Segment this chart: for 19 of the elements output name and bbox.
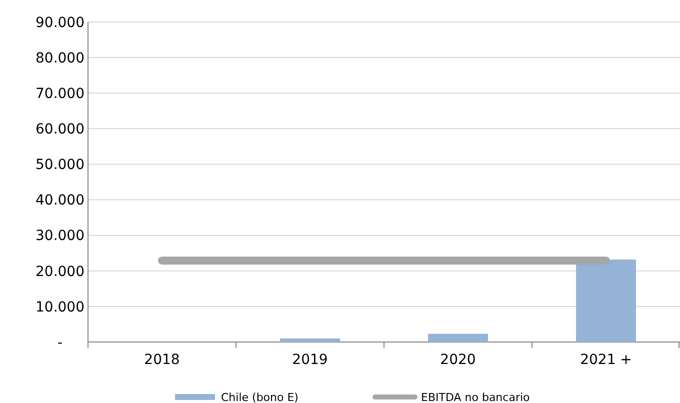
x-tick-label: 2021 + bbox=[580, 352, 632, 368]
legend-label: Chile (bono E) bbox=[221, 390, 298, 403]
legend-label: EBITDA no bancario bbox=[421, 390, 530, 403]
y-tick-label: 90.000 bbox=[36, 14, 84, 31]
y-tick-label: 20.000 bbox=[36, 264, 84, 280]
y-tick-label: 70.000 bbox=[36, 86, 84, 102]
x-tick-label: 2018 bbox=[144, 352, 180, 368]
bar bbox=[428, 334, 488, 342]
y-tick-label: 10.000 bbox=[36, 299, 84, 316]
x-tick-label: 2019 bbox=[292, 352, 328, 368]
y-tick-label: 50.000 bbox=[36, 157, 84, 174]
y-tick-label: - bbox=[57, 334, 63, 351]
bar bbox=[280, 338, 340, 342]
x-tick-label: 2020 bbox=[440, 352, 476, 368]
y-tick-label: 30.000 bbox=[36, 228, 84, 244]
bar bbox=[576, 260, 636, 342]
y-tick-label: 80.000 bbox=[36, 50, 84, 66]
y-tick-label: 40.000 bbox=[36, 192, 84, 209]
y-tick-label: 60.000 bbox=[36, 122, 84, 138]
